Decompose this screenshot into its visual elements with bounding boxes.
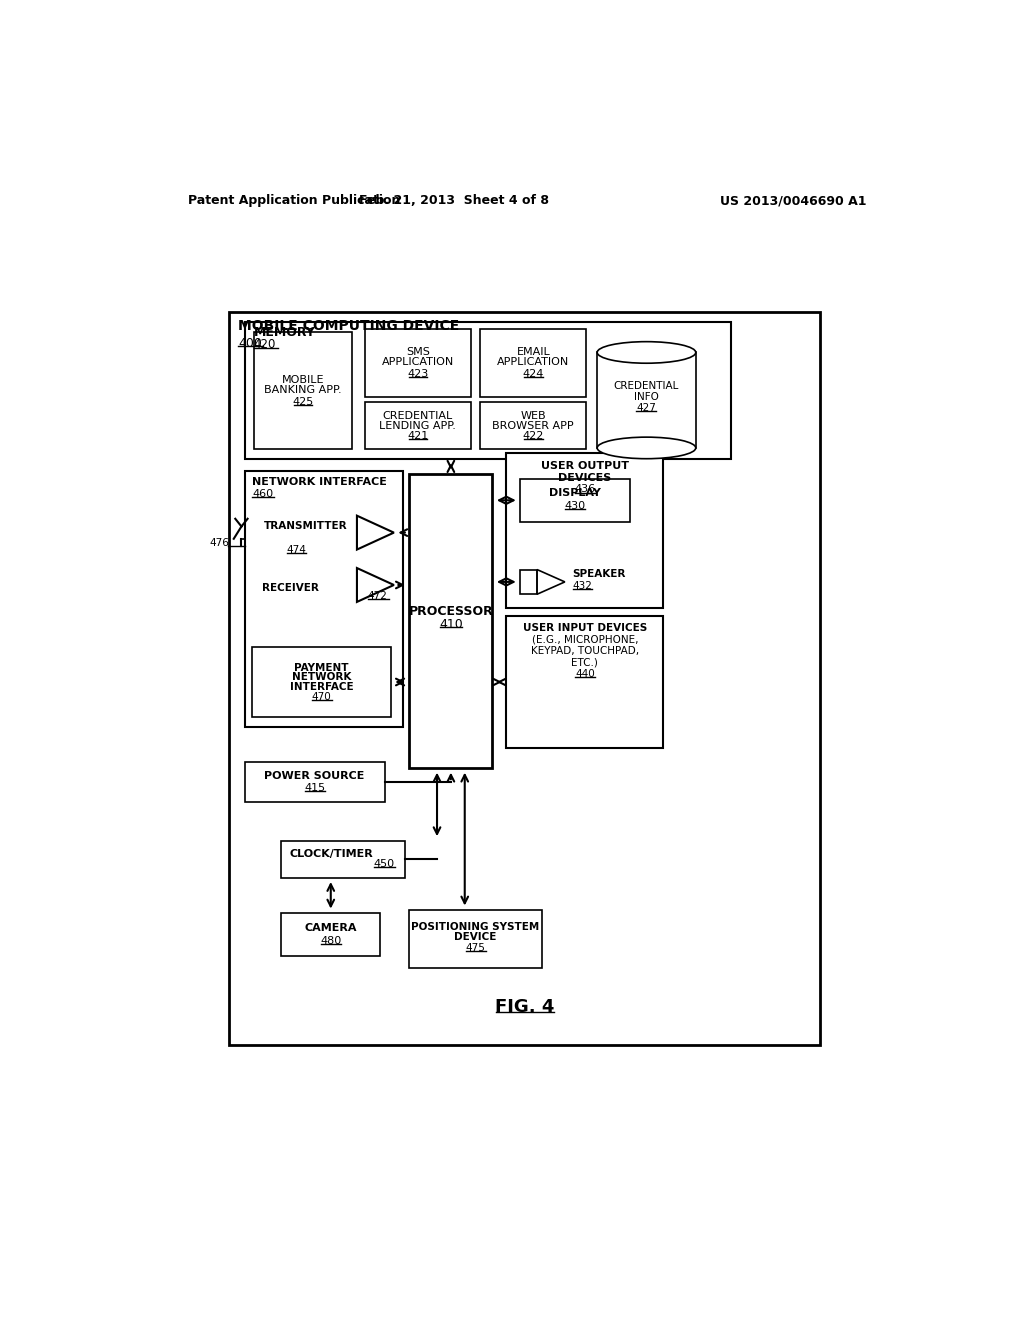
- Text: 472: 472: [368, 591, 388, 601]
- Text: 480: 480: [321, 936, 341, 945]
- Text: ETC.): ETC.): [571, 657, 598, 668]
- FancyBboxPatch shape: [480, 401, 587, 449]
- Text: KEYPAD, TOUCHPAD,: KEYPAD, TOUCHPAD,: [530, 647, 639, 656]
- Text: Patent Application Publication: Patent Application Publication: [188, 194, 400, 207]
- Text: 450: 450: [374, 859, 395, 869]
- FancyBboxPatch shape: [252, 647, 391, 718]
- Text: DEVICES: DEVICES: [558, 473, 611, 483]
- Text: APPLICATION: APPLICATION: [497, 358, 569, 367]
- Text: USER INPUT DEVICES: USER INPUT DEVICES: [522, 623, 647, 634]
- FancyBboxPatch shape: [245, 471, 403, 726]
- FancyBboxPatch shape: [520, 479, 630, 521]
- Text: 424: 424: [522, 370, 544, 379]
- Text: RECEIVER: RECEIVER: [262, 583, 319, 593]
- Text: WEB: WEB: [520, 412, 546, 421]
- FancyBboxPatch shape: [245, 322, 731, 459]
- Text: PAYMENT: PAYMENT: [294, 663, 349, 673]
- Text: 400: 400: [239, 337, 262, 350]
- FancyBboxPatch shape: [365, 330, 471, 397]
- Text: 470: 470: [311, 693, 332, 702]
- Text: 420: 420: [254, 338, 276, 351]
- Text: APPLICATION: APPLICATION: [382, 358, 454, 367]
- FancyBboxPatch shape: [410, 909, 542, 969]
- Polygon shape: [538, 570, 565, 594]
- Text: 460: 460: [252, 490, 273, 499]
- Text: INFO: INFO: [634, 392, 658, 403]
- Text: SPEAKER: SPEAKER: [572, 569, 626, 579]
- Text: MOBILE: MOBILE: [282, 375, 325, 385]
- Text: 474: 474: [287, 545, 307, 554]
- Text: SMS: SMS: [406, 347, 430, 358]
- Text: PROCESSOR: PROCESSOR: [409, 606, 494, 619]
- FancyBboxPatch shape: [597, 352, 695, 447]
- Text: DEVICE: DEVICE: [455, 932, 497, 942]
- Text: DISPLAY: DISPLAY: [549, 488, 601, 499]
- Text: FIG. 4: FIG. 4: [496, 998, 554, 1016]
- Text: 432: 432: [572, 581, 593, 591]
- Text: NETWORK INTERFACE: NETWORK INTERFACE: [252, 477, 387, 487]
- FancyBboxPatch shape: [598, 342, 695, 354]
- Ellipse shape: [597, 437, 695, 459]
- Text: BROWSER APP: BROWSER APP: [493, 421, 574, 430]
- Text: INTERFACE: INTERFACE: [290, 681, 353, 692]
- Text: CLOCK/TIMER: CLOCK/TIMER: [289, 849, 373, 859]
- Text: Feb. 21, 2013  Sheet 4 of 8: Feb. 21, 2013 Sheet 4 of 8: [359, 194, 549, 207]
- Text: NETWORK: NETWORK: [292, 672, 351, 682]
- Text: 430: 430: [564, 500, 586, 511]
- FancyBboxPatch shape: [365, 401, 471, 449]
- FancyBboxPatch shape: [520, 570, 538, 594]
- FancyBboxPatch shape: [254, 333, 352, 449]
- Text: LENDING APP.: LENDING APP.: [379, 421, 457, 430]
- Text: CAMERA: CAMERA: [304, 924, 357, 933]
- FancyBboxPatch shape: [282, 913, 380, 956]
- Polygon shape: [357, 568, 394, 602]
- Text: POSITIONING SYSTEM: POSITIONING SYSTEM: [412, 921, 540, 932]
- Text: CREDENTIAL: CREDENTIAL: [383, 412, 453, 421]
- Text: 427: 427: [637, 403, 656, 413]
- Text: 436: 436: [574, 484, 595, 495]
- FancyBboxPatch shape: [480, 330, 587, 397]
- Text: MEMORY: MEMORY: [254, 326, 315, 339]
- Text: MOBILE COMPUTING DEVICE: MOBILE COMPUTING DEVICE: [239, 319, 460, 333]
- Text: 425: 425: [293, 397, 313, 407]
- FancyBboxPatch shape: [506, 615, 664, 748]
- Text: US 2013/0046690 A1: US 2013/0046690 A1: [720, 194, 866, 207]
- Text: 476: 476: [209, 539, 229, 548]
- FancyBboxPatch shape: [282, 841, 404, 878]
- Text: 423: 423: [408, 370, 428, 379]
- Text: 475: 475: [466, 942, 485, 953]
- Ellipse shape: [597, 342, 695, 363]
- Text: 410: 410: [439, 618, 463, 631]
- Text: TRANSMITTER: TRANSMITTER: [264, 521, 348, 532]
- Text: CREDENTIAL: CREDENTIAL: [613, 381, 679, 391]
- Text: (E.G., MICROPHONE,: (E.G., MICROPHONE,: [531, 635, 638, 644]
- FancyBboxPatch shape: [410, 474, 493, 768]
- Polygon shape: [357, 516, 394, 549]
- FancyBboxPatch shape: [245, 762, 385, 803]
- Text: 440: 440: [575, 669, 595, 680]
- Text: POWER SOURCE: POWER SOURCE: [264, 771, 365, 781]
- Text: 421: 421: [408, 432, 428, 441]
- Text: BANKING APP.: BANKING APP.: [264, 385, 342, 395]
- Text: EMAIL: EMAIL: [516, 347, 550, 358]
- Text: 422: 422: [522, 432, 544, 441]
- FancyBboxPatch shape: [229, 313, 820, 1045]
- FancyBboxPatch shape: [506, 453, 664, 609]
- Text: 415: 415: [304, 783, 326, 793]
- Text: USER OUTPUT: USER OUTPUT: [541, 462, 629, 471]
